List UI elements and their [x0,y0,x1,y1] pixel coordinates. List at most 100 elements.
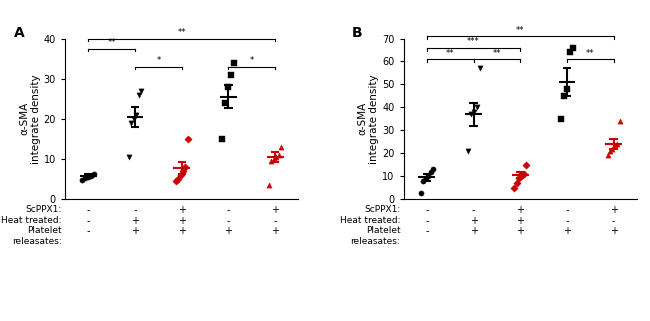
Point [509,185,519,190]
Point [136,88,146,93]
Point [129,116,139,121]
Point [471,105,482,110]
Point [425,169,436,174]
Text: +: + [177,226,186,236]
Point [180,164,190,169]
Text: **: ** [493,49,501,58]
Point [462,148,473,153]
Text: -: - [472,205,475,215]
Point [124,154,134,160]
Point [418,178,428,183]
Point [183,136,193,141]
Point [428,167,438,172]
Text: -: - [566,216,569,226]
Y-axis label: α-SMA
integrate density: α-SMA integrate density [358,74,380,164]
Y-axis label: α-SMA
integrate density: α-SMA integrate density [20,74,41,164]
Point [521,162,532,167]
Text: A: A [14,26,25,40]
Point [131,112,142,117]
Point [469,109,479,115]
Text: -: - [227,205,230,215]
Text: -: - [86,205,90,215]
Point [177,168,188,173]
Point [512,180,522,186]
Point [421,176,431,181]
Point [133,92,144,97]
Text: ScPPX1:: ScPPX1: [25,205,62,214]
Text: +: + [516,226,525,236]
Point [604,148,615,153]
Text: **: ** [107,38,116,47]
Point [176,172,186,178]
Text: +: + [516,205,525,215]
Point [603,153,613,158]
Text: -: - [133,205,136,215]
Point [610,144,620,149]
Point [423,174,434,179]
Text: -: - [566,205,569,215]
Point [77,177,88,182]
Point [562,86,572,91]
Point [266,158,277,163]
Text: -: - [425,216,428,226]
Point [559,93,569,99]
Text: +: + [516,216,525,226]
Text: +: + [469,226,478,236]
Text: +: + [610,205,617,215]
Point [614,118,625,124]
Text: B: B [352,26,363,40]
Text: +: + [131,216,139,226]
Text: +: + [131,226,139,236]
Point [226,72,237,77]
Point [519,171,529,176]
Text: ***: *** [467,38,480,47]
Point [607,146,618,151]
Text: -: - [425,205,428,215]
Text: *: * [250,56,254,65]
Text: ScPPX1:: ScPPX1: [364,205,400,214]
Text: +: + [271,205,279,215]
Point [276,144,287,150]
Point [415,191,426,196]
Point [612,142,623,147]
Point [220,100,231,105]
Point [264,182,274,187]
Point [514,176,525,181]
Point [170,178,181,184]
Point [229,60,240,65]
Point [565,50,575,55]
Point [268,156,279,161]
Text: Heat treated:: Heat treated: [340,216,400,225]
Text: +: + [610,226,617,236]
Text: **: ** [516,26,525,35]
Text: **: ** [177,28,186,37]
Text: +: + [224,226,233,236]
Text: +: + [469,216,478,226]
Text: **: ** [446,49,454,58]
Point [465,112,476,117]
Point [89,171,99,177]
Text: Platelet
releasates:: Platelet releasates: [350,226,400,246]
Text: -: - [612,216,616,226]
Text: Heat treated:: Heat treated: [1,216,62,225]
Text: +: + [177,205,186,215]
Text: +: + [563,226,571,236]
Text: +: + [271,226,279,236]
Text: *: * [156,56,161,65]
Text: -: - [86,226,90,236]
Text: +: + [177,216,186,226]
Point [83,174,94,179]
Point [271,154,281,160]
Point [217,136,228,141]
Text: **: ** [586,49,595,58]
Point [556,116,566,121]
Point [474,66,485,71]
Text: -: - [86,216,90,226]
Point [568,45,578,50]
Point [80,176,90,181]
Text: -: - [227,216,230,226]
Point [86,173,97,178]
Text: -: - [274,216,277,226]
Point [126,120,136,126]
Point [223,84,233,89]
